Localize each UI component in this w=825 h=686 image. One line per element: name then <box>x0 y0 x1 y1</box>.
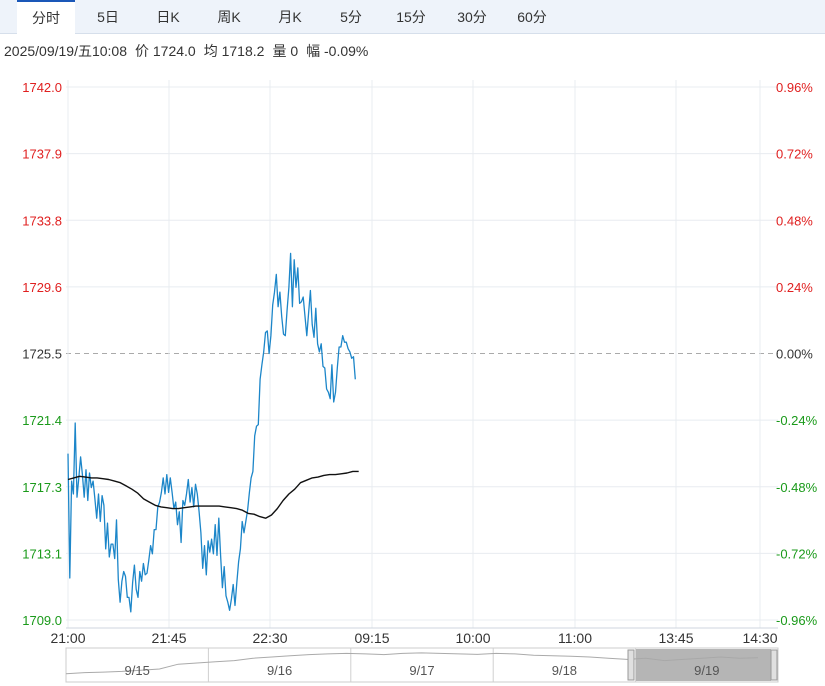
chart-series <box>67 252 359 613</box>
navigator-date-label: 9/18 <box>552 663 577 678</box>
y-tick-label-price: 1733.8 <box>22 213 62 228</box>
tab-60min[interactable]: 60分 <box>517 9 547 25</box>
quote-datetime: 2025/09/19/五10:08 <box>4 43 127 59</box>
x-tick-label: 21:45 <box>151 630 186 646</box>
navigator-date-label: 9/19 <box>694 663 719 678</box>
y-tick-label-percent: 0.72% <box>776 147 813 162</box>
y-tick-label-price: 1737.9 <box>22 147 62 162</box>
time-navigator[interactable]: 9/15 9/16 9/17 9/18 9/19 <box>65 647 779 683</box>
y-tick-label-percent: -0.72% <box>776 546 818 561</box>
navigator-handle-left[interactable] <box>627 649 635 681</box>
x-tick-label: 14:30 <box>742 630 777 646</box>
navigator-date-label: 9/16 <box>267 663 292 678</box>
tab-5min[interactable]: 5分 <box>340 9 362 25</box>
y-tick-label-price: 1729.6 <box>22 280 62 295</box>
y-tick-label-price: 1725.5 <box>22 347 62 362</box>
quote-average: 均 1718.2 <box>203 43 265 59</box>
y-axis-price-labels: 1742.0 1737.9 1733.8 1729.6 1725.5 1721.4 1717… <box>22 80 62 628</box>
y-tick-label-percent: 0.24% <box>776 280 813 295</box>
y-tick-label-percent: -0.24% <box>776 413 818 428</box>
price-line <box>67 252 356 613</box>
tab-daily-k[interactable]: 日K <box>156 9 180 25</box>
quote-volume: 量 0 <box>272 43 299 59</box>
y-tick-label-price: 1709.0 <box>22 613 62 628</box>
tab-weekly-k[interactable]: 周K <box>217 9 241 25</box>
y-tick-label-percent: -0.96% <box>776 613 818 628</box>
quote-price: 价 1724.0 <box>135 43 196 59</box>
quote-change: 幅 -0.09% <box>306 43 369 59</box>
y-tick-label-percent: 0.96% <box>776 80 813 95</box>
y-tick-label-price: 1713.1 <box>22 546 62 561</box>
y-tick-label-percent: 0.48% <box>776 213 813 228</box>
x-tick-label: 11:00 <box>558 630 592 646</box>
x-tick-label: 21:00 <box>50 630 85 646</box>
average-price-line <box>67 470 359 519</box>
x-tick-label: 13:45 <box>658 630 693 646</box>
tab-intraday[interactable]: 分时 <box>17 0 75 34</box>
navigator-date-label: 9/15 <box>125 663 150 678</box>
y-axis-percent-labels: 0.96% 0.72% 0.48% 0.24% 0.00% -0.24% -0.48% -0.… <box>776 80 818 628</box>
y-tick-label-percent: -0.48% <box>776 480 818 495</box>
x-tick-label: 22:30 <box>252 630 287 646</box>
x-axis-time-labels: 21:00 21:45 22:30 09:15 10:00 11:00 13:45 14:30 <box>50 630 777 646</box>
tab-5day[interactable]: 5日 <box>97 9 119 25</box>
y-tick-label-price: 1717.3 <box>22 480 62 495</box>
x-tick-label: 09:15 <box>354 630 389 646</box>
navigator-date-label: 9/17 <box>409 663 434 678</box>
x-tick-label: 10:00 <box>455 630 490 646</box>
chart-grid <box>66 80 778 629</box>
y-tick-label-percent: 0.00% <box>776 347 813 362</box>
y-tick-label-price: 1721.4 <box>22 413 62 428</box>
period-tabs: 分时 5日 日K 周K 月K 5分 15分 30分 60分 <box>0 0 825 34</box>
navigator-selection <box>636 649 771 681</box>
tab-30min[interactable]: 30分 <box>457 9 487 25</box>
y-tick-label-price: 1742.0 <box>22 80 62 95</box>
quote-info-bar: 2025/09/19/五10:08 价 1724.0 均 1718.2 量 0 幅 -0… <box>4 41 376 61</box>
tab-monthly-k[interactable]: 月K <box>278 9 302 25</box>
navigator-handle-right[interactable] <box>770 649 778 681</box>
tab-15min[interactable]: 15分 <box>396 9 426 25</box>
